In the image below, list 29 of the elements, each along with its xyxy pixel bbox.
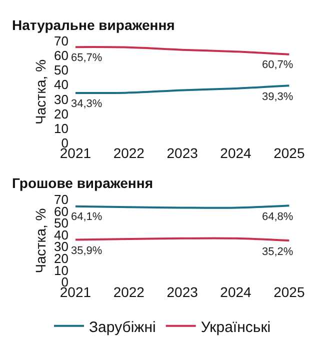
x-tick-label: 2023 <box>166 145 198 162</box>
x-tick-label: 2024 <box>220 145 252 162</box>
y-tick-label: 60 <box>54 48 68 63</box>
chart-title: Натуральне вираження <box>12 17 175 33</box>
y-tick-label: 50 <box>54 62 68 78</box>
y-axis-title: Частка, % <box>32 208 49 274</box>
data-label: 65,7% <box>71 52 102 64</box>
y-tick-label: 70 <box>54 33 68 48</box>
x-tick-label: 2022 <box>113 145 145 162</box>
data-label: 35,2% <box>262 246 294 258</box>
data-label: 34,3% <box>71 98 102 110</box>
y-tick-label: 40 <box>54 77 68 92</box>
chart-title: Грошове вираження <box>12 175 153 191</box>
legend-label: Зарубіжні <box>89 318 156 336</box>
y-tick-label: 10 <box>54 121 68 136</box>
data-label: 35,9% <box>71 245 102 257</box>
y-tick-label: 20 <box>54 106 68 122</box>
x-tick-label: 2025 <box>274 284 305 300</box>
x-tick-label: 2022 <box>113 284 145 300</box>
data-label: 60,7% <box>262 59 294 71</box>
x-tick-label: 2025 <box>274 145 305 162</box>
x-tick-label: 2023 <box>166 284 198 300</box>
y-tick-label: 30 <box>54 92 68 107</box>
data-label: 64,1% <box>71 211 102 223</box>
data-label: 64,8% <box>262 211 294 223</box>
legend-label: Українські <box>200 318 271 336</box>
data-label: 39,3% <box>262 91 294 103</box>
y-axis-title: Частка, % <box>32 59 49 124</box>
x-tick-label: 2024 <box>220 284 252 300</box>
